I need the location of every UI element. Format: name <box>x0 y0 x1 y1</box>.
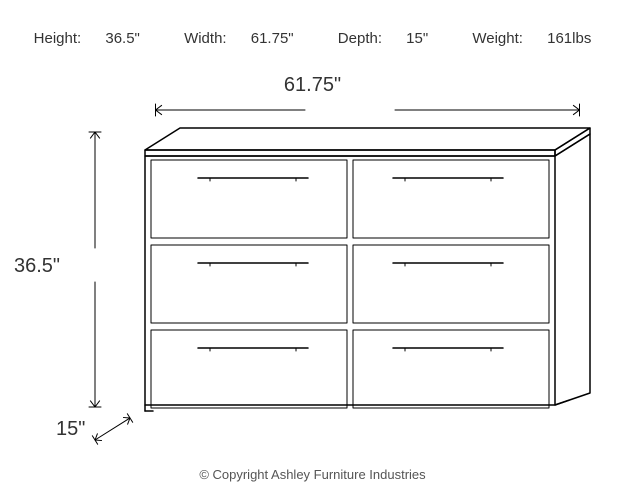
copyright-text: © Copyright Ashley Furniture Industries <box>0 467 625 482</box>
furniture-diagram <box>0 0 625 500</box>
